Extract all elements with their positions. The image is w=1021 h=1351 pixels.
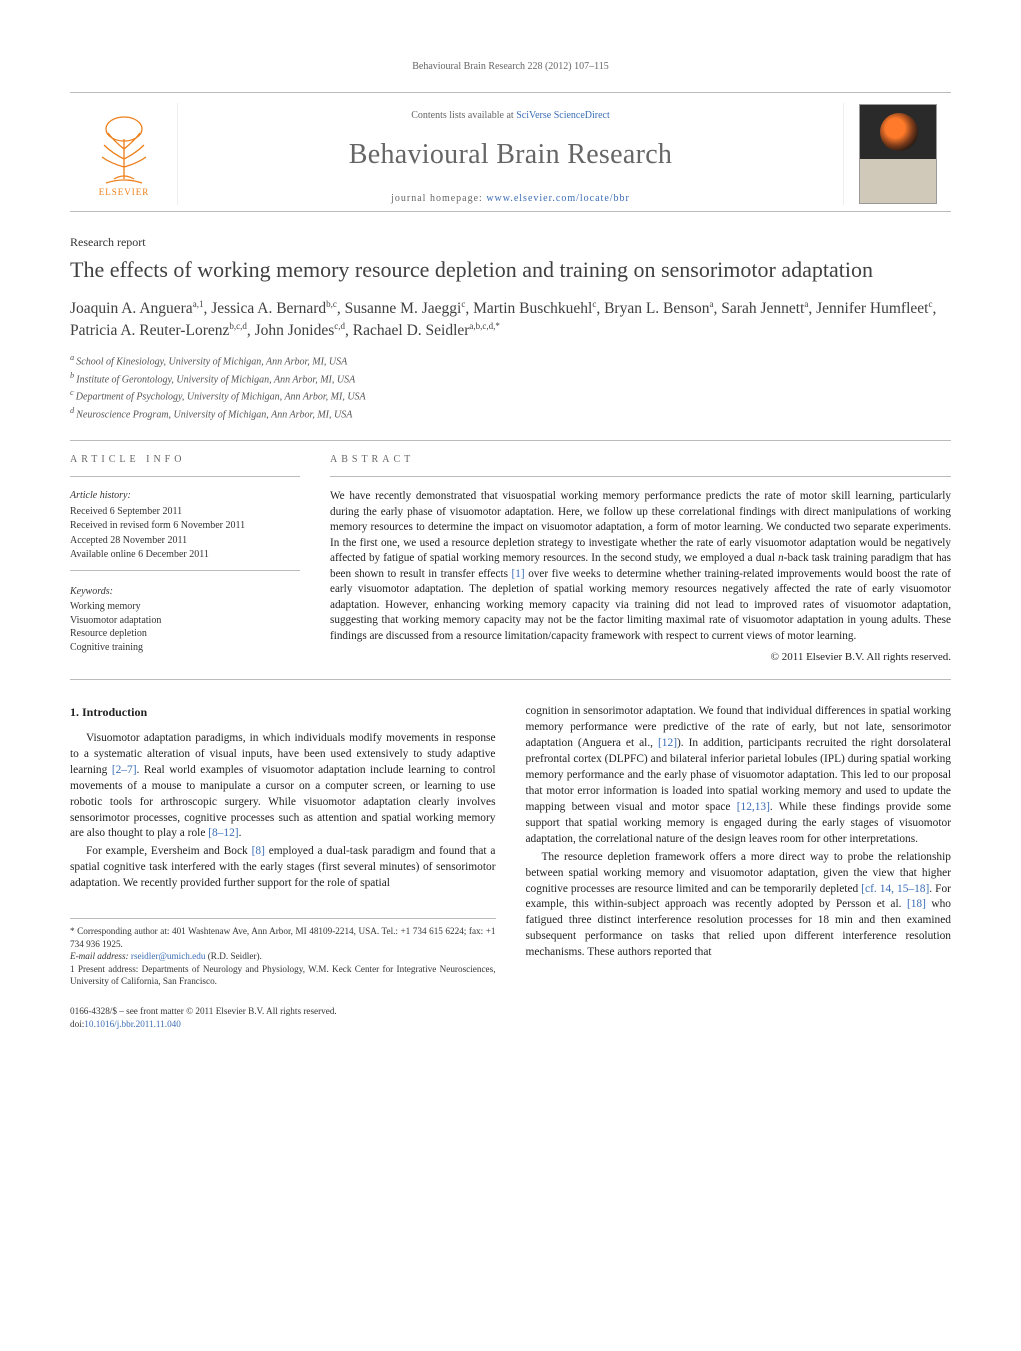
- article-title: The effects of working memory resource d…: [70, 256, 951, 284]
- divider: [70, 679, 951, 680]
- body-text: 1. Introduction Visuomotor adaptation pa…: [70, 704, 951, 988]
- history-item: Available online 6 December 2011: [70, 548, 300, 562]
- email-suffix: (R.D. Seidler).: [205, 951, 261, 961]
- masthead: ELSEVIER Contents lists available at Sci…: [70, 92, 951, 213]
- email-link[interactable]: rseidler@umich.edu: [131, 951, 206, 961]
- divider: [330, 476, 951, 477]
- abstract-heading: ABSTRACT: [330, 453, 951, 467]
- doi-prefix: doi:: [70, 1019, 84, 1029]
- abstract-text: We have recently demonstrated that visuo…: [330, 489, 951, 644]
- text-span: For example, Eversheim and Bock: [86, 845, 252, 857]
- affiliations: a School of Kinesiology, University of M…: [70, 352, 951, 422]
- citation-link[interactable]: [1]: [512, 568, 525, 580]
- journal-cover: [843, 103, 951, 206]
- affiliation-item: d Neuroscience Program, University of Mi…: [70, 405, 951, 422]
- paragraph: For example, Eversheim and Bock [8] empl…: [70, 844, 496, 892]
- cover-thumb-icon: [859, 104, 937, 204]
- paragraph: Visuomotor adaptation paradigms, in whic…: [70, 731, 496, 843]
- affiliation-item: a School of Kinesiology, University of M…: [70, 352, 951, 369]
- publisher-logo: ELSEVIER: [70, 103, 178, 206]
- citation-link[interactable]: [12,13]: [737, 801, 770, 813]
- sciencedirect-link[interactable]: SciVerse ScienceDirect: [516, 110, 610, 121]
- doi-footer: 0166-4328/$ – see front matter © 2011 El…: [70, 1005, 951, 1030]
- text-span: .: [239, 827, 242, 839]
- history-item: Received in revised form 6 November 2011: [70, 519, 300, 533]
- body-column-right: cognition in sensorimotor adaptation. We…: [526, 704, 952, 988]
- author-list: Joaquin A. Angueraa,1, Jessica A. Bernar…: [70, 298, 951, 342]
- citation-link[interactable]: [12]: [658, 737, 677, 749]
- contents-prefix: Contents lists available at: [411, 110, 516, 121]
- email-line: E-mail address: rseidler@umich.edu (R.D.…: [70, 950, 496, 962]
- paragraph: cognition in sensorimotor adaptation. We…: [526, 704, 952, 848]
- journal-name: Behavioural Brain Research: [188, 136, 833, 174]
- citation-link[interactable]: [2–7]: [112, 764, 137, 776]
- publisher-logo-text: ELSEVIER: [98, 187, 149, 197]
- doi-link[interactable]: 10.1016/j.bbr.2011.11.040: [84, 1019, 181, 1029]
- keyword-item: Working memory: [70, 600, 300, 614]
- footnotes: * Corresponding author at: 401 Washtenaw…: [70, 918, 496, 987]
- contents-line: Contents lists available at SciVerse Sci…: [188, 109, 833, 123]
- divider: [70, 440, 951, 441]
- citation-link[interactable]: [8–12]: [208, 827, 238, 839]
- citation-link[interactable]: [18]: [907, 898, 926, 910]
- citation-link[interactable]: [8]: [252, 845, 265, 857]
- history-label: Article history:: [70, 489, 300, 503]
- corresponding-author-note: * Corresponding author at: 401 Washtenaw…: [70, 925, 496, 950]
- homepage-line: journal homepage: www.elsevier.com/locat…: [188, 192, 833, 206]
- present-address-note: 1 Present address: Departments of Neurol…: [70, 963, 496, 988]
- history-item: Received 6 September 2011: [70, 505, 300, 519]
- keyword-item: Visuomotor adaptation: [70, 614, 300, 628]
- running-head: Behavioural Brain Research 228 (2012) 10…: [70, 60, 951, 74]
- article-info: ARTICLE INFO Article history: Received 6…: [70, 453, 300, 665]
- affiliation-item: c Department of Psychology, University o…: [70, 387, 951, 404]
- email-label: E-mail address:: [70, 951, 131, 961]
- journal-homepage-link[interactable]: www.elsevier.com/locate/bbr: [486, 193, 630, 204]
- body-column-left: 1. Introduction Visuomotor adaptation pa…: [70, 704, 496, 988]
- keyword-item: Cognitive training: [70, 641, 300, 655]
- citation-link[interactable]: [cf. 14, 15–18]: [861, 883, 929, 895]
- paragraph: The resource depletion framework offers …: [526, 850, 952, 962]
- divider: [70, 476, 300, 477]
- article-info-heading: ARTICLE INFO: [70, 453, 300, 467]
- divider: [70, 570, 300, 571]
- keywords-label: Keywords:: [70, 585, 300, 599]
- copyright: © 2011 Elsevier B.V. All rights reserved…: [330, 650, 951, 665]
- elsevier-tree-icon: ELSEVIER: [84, 109, 164, 199]
- affiliation-item: b Institute of Gerontology, University o…: [70, 370, 951, 387]
- front-matter-line: 0166-4328/$ – see front matter © 2011 El…: [70, 1005, 951, 1017]
- history-item: Accepted 28 November 2011: [70, 534, 300, 548]
- section-heading: 1. Introduction: [70, 704, 496, 721]
- abstract: ABSTRACT We have recently demonstrated t…: [330, 453, 951, 665]
- article-type: Research report: [70, 234, 951, 250]
- homepage-prefix: journal homepage:: [391, 193, 486, 204]
- keyword-item: Resource depletion: [70, 627, 300, 641]
